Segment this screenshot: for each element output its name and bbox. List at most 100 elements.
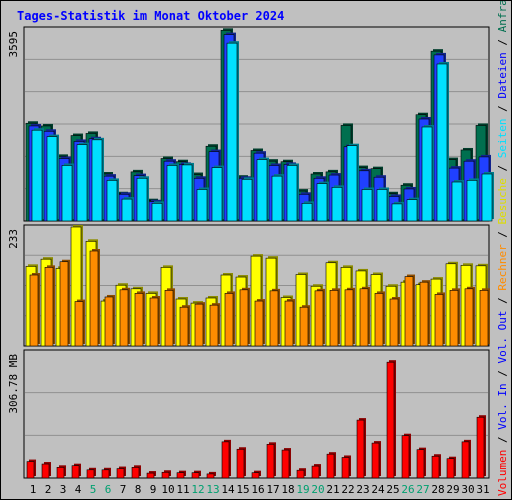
legend-separator: / xyxy=(496,430,509,450)
bar-requests-seiten xyxy=(436,63,448,222)
legend-besuche: Besuche xyxy=(496,178,509,224)
bar-visits-rechner xyxy=(59,261,69,347)
bar-visits-rechner xyxy=(164,290,174,347)
bar-volume-volumen xyxy=(176,472,185,479)
legend-separator: / xyxy=(496,158,509,178)
legend-seiten: Seiten xyxy=(496,118,509,158)
bar-visits-rechner xyxy=(434,294,444,347)
x-tick-label: 21 xyxy=(326,483,339,496)
x-tick-label: 13 xyxy=(206,483,219,496)
bar-visits-rechner xyxy=(74,301,84,347)
bar-volume-volumen xyxy=(416,449,425,479)
x-tick-label: 1 xyxy=(30,483,37,496)
bar-requests-seiten xyxy=(391,203,403,222)
bar-volume-volumen xyxy=(356,419,365,479)
legend-separator: / xyxy=(496,291,509,311)
bar-volume-volumen xyxy=(86,469,95,479)
x-tick-label: 4 xyxy=(75,483,82,496)
x-tick-label: 31 xyxy=(476,483,489,496)
bar-requests-seiten xyxy=(181,164,193,222)
x-tick-label: 22 xyxy=(341,483,354,496)
legend-anfragen: Anfragen xyxy=(496,0,509,32)
bar-requests-seiten xyxy=(226,42,238,222)
legend-separator: / xyxy=(496,99,509,119)
bar-requests-seiten xyxy=(331,187,343,222)
bar-requests-seiten xyxy=(451,181,463,222)
ymax-label-volume: 306.78 MB xyxy=(7,354,20,414)
bar-volume-volumen xyxy=(251,472,260,479)
bar-volume-volumen xyxy=(266,444,275,479)
x-tick-label: 17 xyxy=(266,483,279,496)
bar-volume-volumen xyxy=(101,469,110,479)
ymax-label-visits: 233 xyxy=(7,229,20,249)
bar-visits-rechner xyxy=(404,276,414,347)
bar-visits-rechner xyxy=(479,290,489,347)
bar-visits-rechner xyxy=(104,296,114,347)
bar-volume-volumen xyxy=(26,461,35,479)
bar-requests-seiten xyxy=(466,180,478,222)
bar-volume-volumen xyxy=(341,457,350,479)
bar-visits-rechner xyxy=(344,289,354,347)
bar-volume-volumen xyxy=(401,435,410,479)
x-tick-label: 12 xyxy=(191,483,204,496)
bar-requests-seiten xyxy=(241,179,253,222)
bar-volume-volumen xyxy=(386,361,395,479)
bar-requests-seiten xyxy=(271,175,283,222)
bar-volume-volumen xyxy=(296,469,305,479)
x-tick-label: 24 xyxy=(371,483,385,496)
bar-requests-seiten xyxy=(406,199,418,222)
bar-requests-seiten xyxy=(301,203,313,222)
bar-requests-seiten xyxy=(256,159,268,222)
bar-requests-seiten xyxy=(31,129,43,222)
x-tick-label: 3 xyxy=(60,483,67,496)
bar-volume-volumen xyxy=(446,458,455,479)
bar-volume-volumen xyxy=(56,467,65,479)
bar-visits-rechner xyxy=(284,300,294,347)
bar-visits-rechner xyxy=(359,288,369,347)
bar-requests-seiten xyxy=(481,173,493,222)
bar-requests-seiten xyxy=(61,165,73,222)
bar-visits-rechner xyxy=(44,267,54,347)
legend-separator: / xyxy=(496,364,509,384)
bar-visits-rechner xyxy=(209,304,219,347)
x-tick-label: 20 xyxy=(311,483,324,496)
bar-requests-seiten xyxy=(76,144,88,222)
x-tick-label: 7 xyxy=(120,483,127,496)
bar-visits-rechner xyxy=(374,293,384,347)
bar-volume-volumen xyxy=(371,442,380,479)
bar-visits-rechner xyxy=(134,293,144,347)
bar-volume-volumen xyxy=(281,449,290,479)
bar-visits-rechner xyxy=(449,290,459,347)
bar-visits-rechner xyxy=(239,289,249,347)
bar-visits-rechner xyxy=(299,306,309,347)
bar-volume-volumen xyxy=(236,448,245,479)
x-tick-label: 15 xyxy=(236,483,249,496)
legend-vol-out: Vol. Out xyxy=(496,311,509,364)
x-tick-label: 28 xyxy=(431,483,444,496)
x-tick-label: 26 xyxy=(401,483,414,496)
bar-requests-seiten xyxy=(286,165,298,222)
x-tick-label: 29 xyxy=(446,483,459,496)
bar-volume-volumen xyxy=(146,472,155,479)
bar-visits-rechner xyxy=(329,290,339,347)
bar-requests-seiten xyxy=(46,136,58,222)
x-tick-label: 16 xyxy=(251,483,264,496)
x-tick-label: 6 xyxy=(105,483,112,496)
bar-requests-seiten xyxy=(316,183,328,222)
bar-volume-volumen xyxy=(326,453,335,479)
x-tick-label: 8 xyxy=(135,483,142,496)
bar-volume-volumen xyxy=(221,441,230,479)
bar-requests-seiten xyxy=(376,189,388,222)
x-tick-label: 5 xyxy=(90,483,97,496)
bar-volume-volumen xyxy=(131,467,140,479)
bar-volume-volumen xyxy=(206,473,215,479)
bar-volume-volumen xyxy=(116,468,125,479)
legend-volumen: Volumen xyxy=(496,450,509,496)
x-tick-label: 19 xyxy=(296,483,309,496)
x-tick-label: 11 xyxy=(176,483,189,496)
bar-visits-rechner xyxy=(89,250,99,347)
bar-visits-rechner xyxy=(194,303,204,347)
x-tick-label: 18 xyxy=(281,483,294,496)
